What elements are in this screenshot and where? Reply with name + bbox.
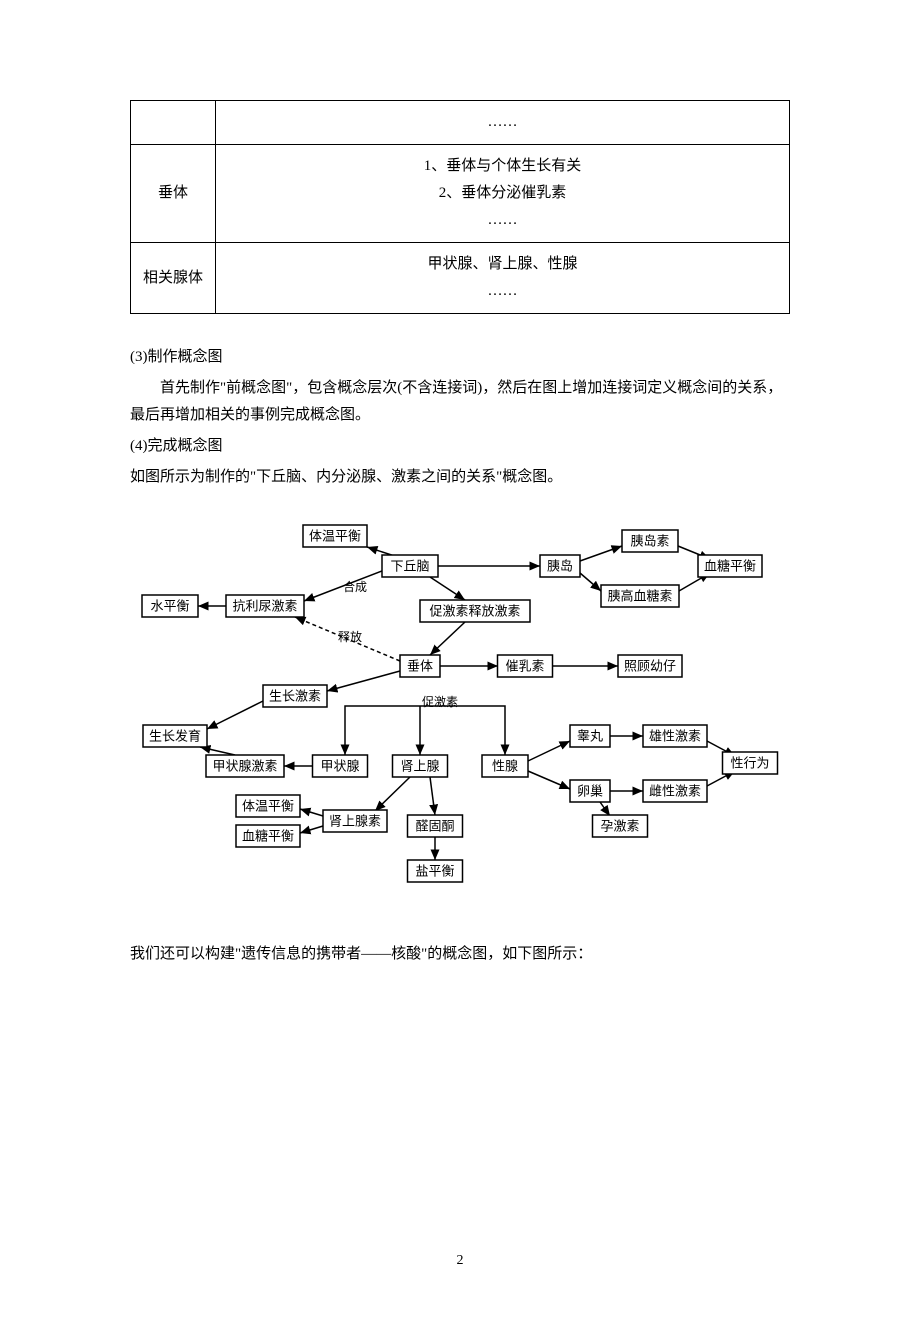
diagram-node-label: 醛固酮	[415, 819, 454, 834]
diagram-edge	[430, 622, 465, 655]
table-cell-line: 1、垂体与个体生长有关	[228, 153, 777, 180]
table-row: 相关腺体甲状腺、肾上腺、性腺……	[131, 243, 790, 314]
diagram-node-label: 盐平衡	[415, 864, 454, 879]
diagram-edge	[528, 771, 570, 789]
diagram-edge	[327, 671, 400, 691]
table-cell-right: 1、垂体与个体生长有关2、垂体分泌催乳素……	[216, 145, 790, 243]
section-4-heading: (4)完成概念图	[130, 433, 790, 460]
section-3-body: 首先制作"前概念图"，包含概念层次(不含连接词)，然后在图上增加连接词定义概念间…	[130, 375, 790, 429]
diagram-node-label: 胰岛	[547, 559, 573, 574]
table-cell-line: ……	[228, 207, 777, 234]
diagram-node-label: 性行为	[730, 756, 769, 771]
diagram-node-label: 肾上腺	[400, 759, 439, 774]
diagram-edge	[345, 706, 420, 755]
diagram-node-label: 雄性激素	[649, 729, 701, 744]
diagram-edge	[375, 777, 410, 811]
diagram-node-label: 抗利尿激素	[232, 599, 297, 614]
diagram-edge	[580, 546, 622, 561]
diagram-node-label: 孕激素	[600, 819, 639, 834]
diagram-node-label: 体温平衡	[309, 529, 361, 544]
diagram-edge-label: 促激素	[422, 695, 458, 709]
table-cell-left	[131, 101, 216, 145]
diagram-node-label: 促激素释放激素	[429, 604, 520, 619]
diagram-node-label: 下丘脑	[390, 559, 429, 574]
footer-text: 我们还可以构建"遗传信息的携带者——核酸"的概念图，如下图所示：	[130, 941, 790, 968]
diagram-edge	[420, 706, 505, 755]
diagram-node-label: 照顾幼仔	[624, 659, 676, 674]
diagram-node-label: 催乳素	[505, 659, 544, 674]
diagram-node-label: 垂体	[407, 659, 433, 674]
diagram-node-label: 生长发育	[149, 729, 201, 744]
diagram-edge	[528, 741, 570, 761]
diagram-edge	[600, 802, 610, 816]
diagram-node-label: 水平衡	[150, 599, 189, 614]
diagram-edge	[430, 577, 465, 600]
concept-map: 合成促激素释放 体温平衡下丘脑胰岛胰岛素血糖平衡胰高血糖素水平衡抗利尿激素促激素…	[130, 511, 790, 911]
diagram-edge	[580, 573, 601, 591]
table-cell-line: ……	[228, 109, 777, 136]
table-cell-line: 2、垂体分泌催乳素	[228, 180, 777, 207]
diagram-node-label: 血糖平衡	[242, 829, 294, 844]
diagram-node-label: 胰高血糖素	[607, 589, 672, 604]
table-cell-right: ……	[216, 101, 790, 145]
summary-table: ……垂体1、垂体与个体生长有关2、垂体分泌催乳素……相关腺体甲状腺、肾上腺、性腺…	[130, 100, 790, 314]
diagram-node-label: 生长激素	[269, 689, 321, 704]
section-3-heading: (3)制作概念图	[130, 344, 790, 371]
diagram-node-label: 卵巢	[577, 784, 603, 799]
table-cell-right: 甲状腺、肾上腺、性腺……	[216, 243, 790, 314]
diagram-edge	[207, 701, 263, 729]
diagram-edge	[300, 826, 323, 833]
diagram-node-label: 睾丸	[577, 729, 603, 744]
diagram-node-label: 性腺	[492, 759, 518, 774]
diagram-edge	[300, 809, 323, 816]
diagram-node-label: 甲状腺激素	[212, 759, 277, 774]
diagram-node-label: 甲状腺	[320, 759, 359, 774]
diagram-edge-label: 释放	[338, 629, 362, 644]
diagram-edge	[430, 777, 435, 815]
page-number: 2	[130, 1248, 790, 1273]
table-row: 垂体1、垂体与个体生长有关2、垂体分泌催乳素……	[131, 145, 790, 243]
section-4-body: 如图所示为制作的"下丘脑、内分泌腺、激素之间的关系"概念图。	[130, 464, 790, 491]
diagram-node-label: 血糖平衡	[704, 559, 756, 574]
diagram-edge-label: 合成	[343, 579, 367, 594]
diagram-node-label: 肾上腺素	[329, 814, 381, 829]
table-cell-line: ……	[228, 278, 777, 305]
diagram-node-label: 体温平衡	[242, 799, 294, 814]
diagram-node-label: 雌性激素	[649, 784, 701, 799]
table-cell-left: 相关腺体	[131, 243, 216, 314]
table-cell-line: 甲状腺、肾上腺、性腺	[228, 251, 777, 278]
table-cell-left: 垂体	[131, 145, 216, 243]
diagram-edge	[200, 747, 235, 755]
diagram-node-label: 胰岛素	[630, 534, 669, 549]
table-row: ……	[131, 101, 790, 145]
